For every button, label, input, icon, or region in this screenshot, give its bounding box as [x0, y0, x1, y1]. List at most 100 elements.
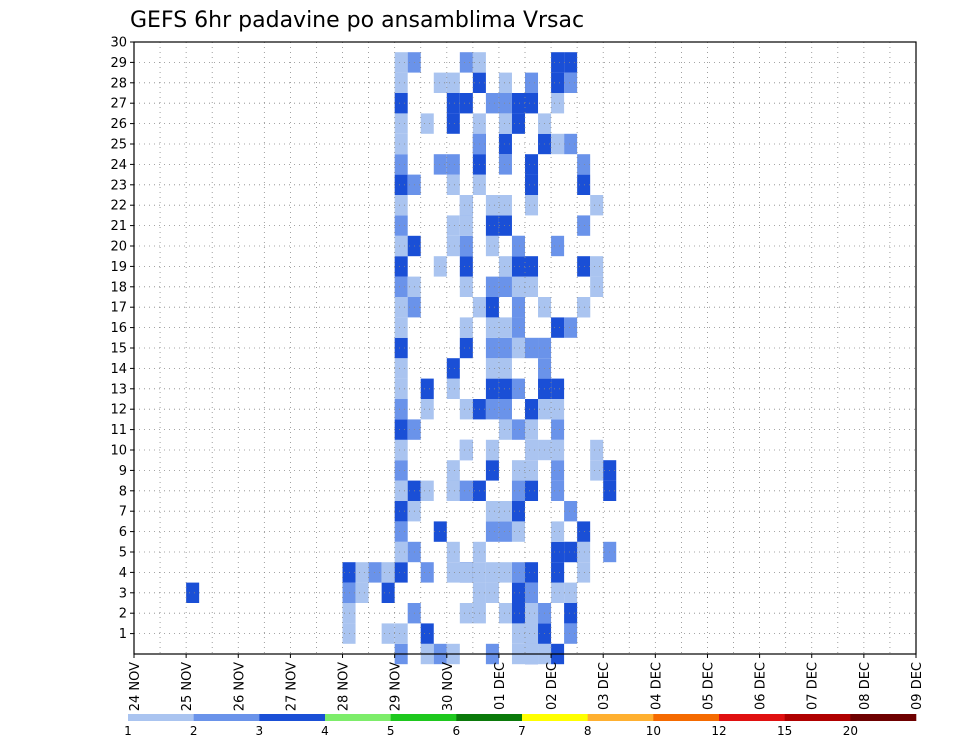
heatmap-cell — [511, 235, 525, 257]
heatmap-cell — [551, 72, 565, 93]
heatmap-cell — [394, 460, 408, 481]
y-tick-label: 20 — [110, 240, 127, 255]
heatmap-cell — [394, 297, 408, 318]
heatmap-cell — [459, 603, 473, 624]
x-tick-label: 06 DEC — [754, 662, 769, 710]
heatmap-cell — [511, 297, 525, 318]
heatmap-cell — [511, 378, 525, 399]
heatmap-cell — [551, 541, 565, 563]
heatmap-cell — [498, 317, 512, 338]
y-tick-label: 3 — [119, 586, 127, 601]
y-tick-label: 2 — [119, 607, 127, 622]
legend-label: 3 — [256, 724, 264, 738]
y-tick-label: 16 — [110, 321, 127, 336]
heatmap-cell — [525, 72, 539, 93]
heatmap-cell — [394, 133, 408, 155]
legend-label: 12 — [711, 724, 726, 738]
y-tick-label: 11 — [110, 423, 127, 438]
heatmap-cell — [485, 317, 499, 338]
heatmap-cell — [394, 501, 408, 522]
y-tick-label: 9 — [119, 464, 127, 479]
heatmap-cell — [485, 501, 499, 522]
heatmap-cell — [577, 215, 591, 236]
heatmap-cell — [498, 562, 512, 583]
heatmap-cell — [525, 399, 539, 420]
heatmap-cell — [551, 419, 565, 440]
heatmap-cell — [381, 623, 395, 644]
heatmap-cell — [564, 501, 578, 522]
heatmap-cell — [525, 623, 539, 644]
heatmap-cell — [498, 337, 512, 359]
y-tick-label: 15 — [110, 342, 127, 357]
heatmap-cell — [355, 582, 369, 603]
heatmap-cell — [511, 419, 525, 440]
heatmap-cell — [498, 195, 512, 216]
heatmap-cell — [511, 501, 525, 522]
heatmap-cell — [394, 358, 408, 379]
y-tick-label: 8 — [119, 484, 127, 499]
y-tick-label: 12 — [110, 403, 127, 418]
heatmap-cell — [394, 521, 408, 542]
heatmap-cell — [525, 460, 539, 481]
heatmap-cell — [433, 521, 447, 542]
heatmap-cell — [590, 439, 604, 461]
heatmap-cell — [498, 72, 512, 93]
legend-swatch — [193, 714, 260, 721]
x-tick-label: 24 NOV — [128, 662, 143, 711]
heatmap-cell — [420, 623, 434, 644]
grid-lines — [134, 42, 916, 654]
heatmap-cell — [511, 276, 525, 297]
heatmap-cell — [498, 501, 512, 522]
heatmap-cell — [511, 603, 525, 624]
heatmap-cell — [446, 174, 460, 195]
heatmap-cell — [355, 562, 369, 583]
heatmap-cell — [420, 562, 434, 583]
heatmap-cell — [394, 276, 408, 297]
legend-swatch — [456, 714, 523, 721]
heatmap-cell — [511, 521, 525, 542]
x-tick-label: 03 DEC — [597, 662, 612, 710]
x-tick-label: 02 DEC — [545, 662, 560, 710]
heatmap-cell — [394, 317, 408, 338]
heatmap-cell — [498, 276, 512, 297]
heatmap-cell — [511, 562, 525, 583]
heatmap-cell — [564, 72, 578, 93]
heatmap-cell — [485, 276, 499, 297]
heatmap-cell — [511, 337, 525, 359]
heatmap-cell — [485, 399, 499, 420]
heatmap-cell — [564, 541, 578, 563]
y-axis-ticks: 1234567891011121314151617181920212223242… — [110, 36, 134, 642]
y-tick-label: 23 — [110, 178, 127, 193]
heatmap-cell — [446, 358, 460, 379]
x-tick-label: 07 DEC — [806, 662, 821, 710]
heatmap-cell — [459, 215, 473, 236]
heatmap-cell — [485, 582, 499, 603]
heatmap-cell — [381, 582, 395, 603]
legend-swatch — [390, 714, 457, 721]
heatmap-cell — [433, 154, 447, 175]
heatmap-cell — [394, 256, 408, 277]
heatmap-cell — [459, 317, 473, 338]
heatmap-cell — [446, 460, 460, 481]
legend-label: 10 — [646, 724, 661, 738]
heatmap-cell — [525, 195, 539, 216]
heatmap-cell — [551, 399, 565, 420]
heatmap-cell — [551, 439, 565, 461]
legend-label: 2 — [190, 724, 198, 738]
heatmap-cell — [498, 521, 512, 542]
heatmap-cell — [498, 154, 512, 175]
x-tick-label: 09 DEC — [910, 662, 925, 710]
heatmap-cell — [485, 439, 499, 461]
heatmap-cell — [511, 582, 525, 603]
heatmap-cell — [551, 133, 565, 155]
heatmap-cell — [577, 521, 591, 542]
legend-swatch — [522, 714, 588, 721]
heatmap-cell — [551, 582, 565, 603]
heatmap-cell — [433, 72, 447, 93]
heatmap-cell — [459, 399, 473, 420]
chart-title: GEFS 6hr padavine po ansamblima Vrsac — [130, 8, 584, 33]
heatmap-cell — [446, 93, 460, 114]
y-tick-label: 6 — [119, 525, 127, 540]
legend-label: 8 — [584, 724, 592, 738]
heatmap-cell — [590, 256, 604, 277]
